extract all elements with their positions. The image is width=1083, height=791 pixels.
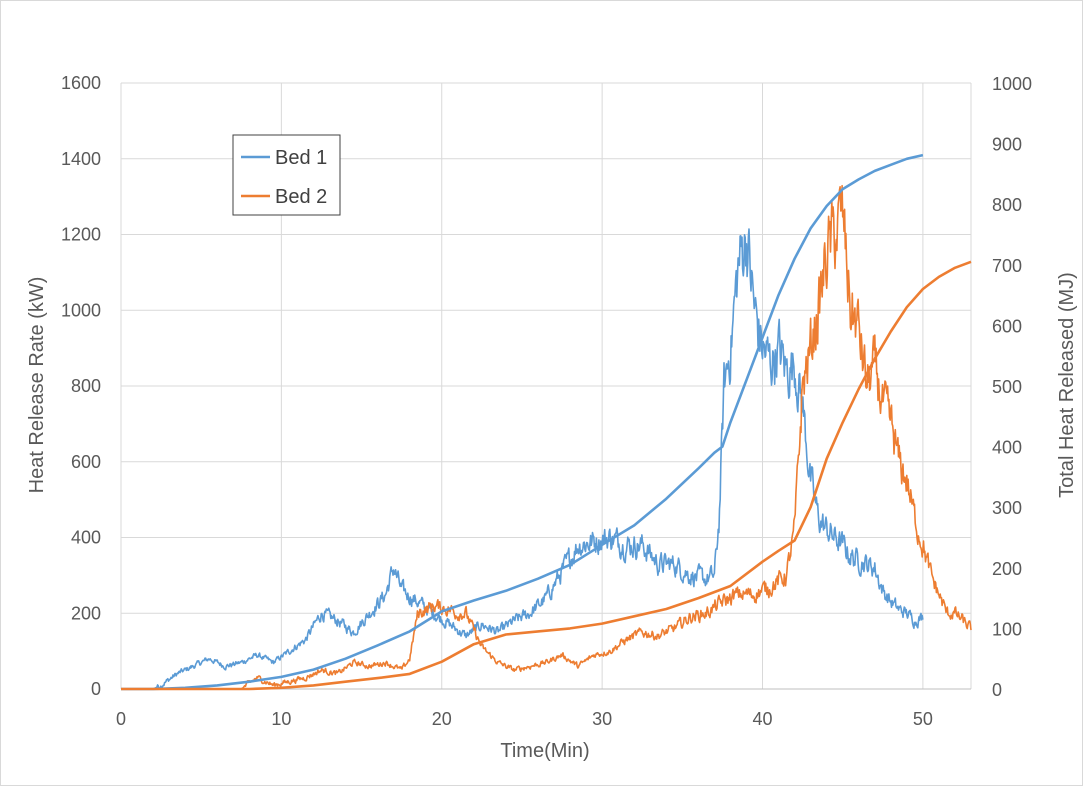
- x-tick-label: 50: [913, 709, 933, 729]
- y-right-tick-label: 200: [992, 559, 1022, 579]
- y-left-tick-label: 400: [71, 528, 101, 548]
- y-right-tick-label: 500: [992, 377, 1022, 397]
- x-tick-label: 10: [271, 709, 291, 729]
- y-left-tick-label: 1400: [61, 149, 101, 169]
- y-left-tick-label: 1200: [61, 225, 101, 245]
- y-left-tick-label: 1600: [61, 73, 101, 93]
- thr-line-bed-2: [121, 260, 972, 691]
- y-left-tick-label: 1000: [61, 300, 101, 320]
- y-left-tick-label: 600: [71, 452, 101, 472]
- legend-box: [232, 134, 341, 216]
- x-tick-label: 20: [432, 709, 452, 729]
- y-right-tick-label: 900: [992, 135, 1022, 155]
- hrr-line-bed-2: [120, 184, 972, 690]
- y-left-tick-label: 200: [71, 603, 101, 623]
- legend-label: Bed 2: [275, 186, 327, 208]
- series-lines: [120, 153, 972, 691]
- thr-line-bed-1: [121, 153, 924, 691]
- y-left-tick-label: 0: [91, 679, 101, 699]
- y-right-tick-label: 600: [992, 316, 1022, 336]
- y-axis-left-title: Heat Release Rate (kW): [26, 277, 48, 494]
- y-right-tick-label: 100: [992, 619, 1022, 639]
- legend: Bed 1 Bed 2: [232, 134, 341, 216]
- y-right-tick-label: 800: [992, 195, 1022, 215]
- y-right-tick-label: 300: [992, 498, 1022, 518]
- y-left-tick-label: 800: [71, 376, 101, 396]
- tick-labels: 0 10 20 30 40 5002004006008001000120014001600…: [61, 73, 1032, 729]
- hrr-line-bed-1: [120, 228, 924, 690]
- x-tick-label: 40: [752, 709, 772, 729]
- x-tick-label: 0: [116, 709, 126, 729]
- y-axis-right-title: Total Heat Released (MJ): [1056, 272, 1078, 498]
- x-tick-label: 30: [592, 709, 612, 729]
- y-right-tick-label: 0: [992, 680, 1002, 700]
- x-axis-title: Time(Min): [500, 740, 589, 762]
- y-right-tick-label: 400: [992, 438, 1022, 458]
- y-right-tick-label: 700: [992, 256, 1022, 276]
- y-right-tick-label: 1000: [992, 74, 1032, 94]
- legend-label: Bed 1: [275, 147, 327, 169]
